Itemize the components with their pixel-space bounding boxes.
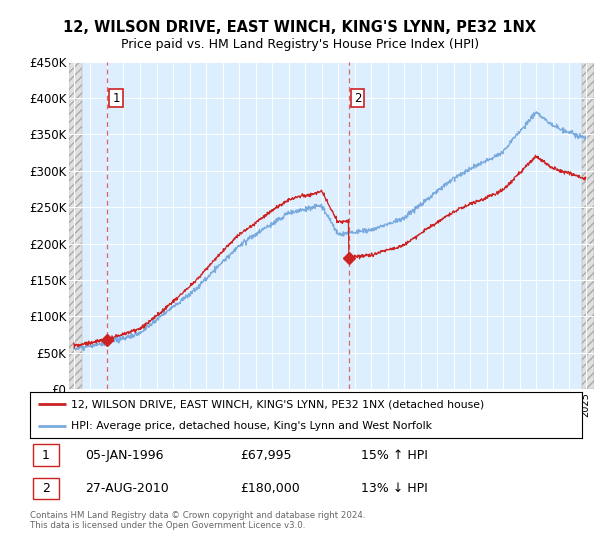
Text: 12, WILSON DRIVE, EAST WINCH, KING'S LYNN, PE32 1NX (detached house): 12, WILSON DRIVE, EAST WINCH, KING'S LYN…	[71, 399, 485, 409]
FancyBboxPatch shape	[33, 478, 59, 500]
Text: Price paid vs. HM Land Registry's House Price Index (HPI): Price paid vs. HM Land Registry's House …	[121, 38, 479, 50]
Text: 2: 2	[42, 482, 50, 495]
Text: 2: 2	[354, 91, 361, 105]
Text: 12, WILSON DRIVE, EAST WINCH, KING'S LYNN, PE32 1NX: 12, WILSON DRIVE, EAST WINCH, KING'S LYN…	[64, 20, 536, 35]
Text: 13% ↓ HPI: 13% ↓ HPI	[361, 482, 428, 495]
FancyBboxPatch shape	[33, 444, 59, 466]
Text: 27-AUG-2010: 27-AUG-2010	[85, 482, 169, 495]
Text: 1: 1	[112, 91, 120, 105]
Text: 1: 1	[42, 449, 50, 461]
Text: £67,995: £67,995	[240, 449, 291, 461]
Text: Contains HM Land Registry data © Crown copyright and database right 2024.
This d: Contains HM Land Registry data © Crown c…	[30, 511, 365, 530]
Text: HPI: Average price, detached house, King's Lynn and West Norfolk: HPI: Average price, detached house, King…	[71, 421, 433, 431]
Text: 15% ↑ HPI: 15% ↑ HPI	[361, 449, 428, 461]
Text: £180,000: £180,000	[240, 482, 299, 495]
Text: 05-JAN-1996: 05-JAN-1996	[85, 449, 164, 461]
